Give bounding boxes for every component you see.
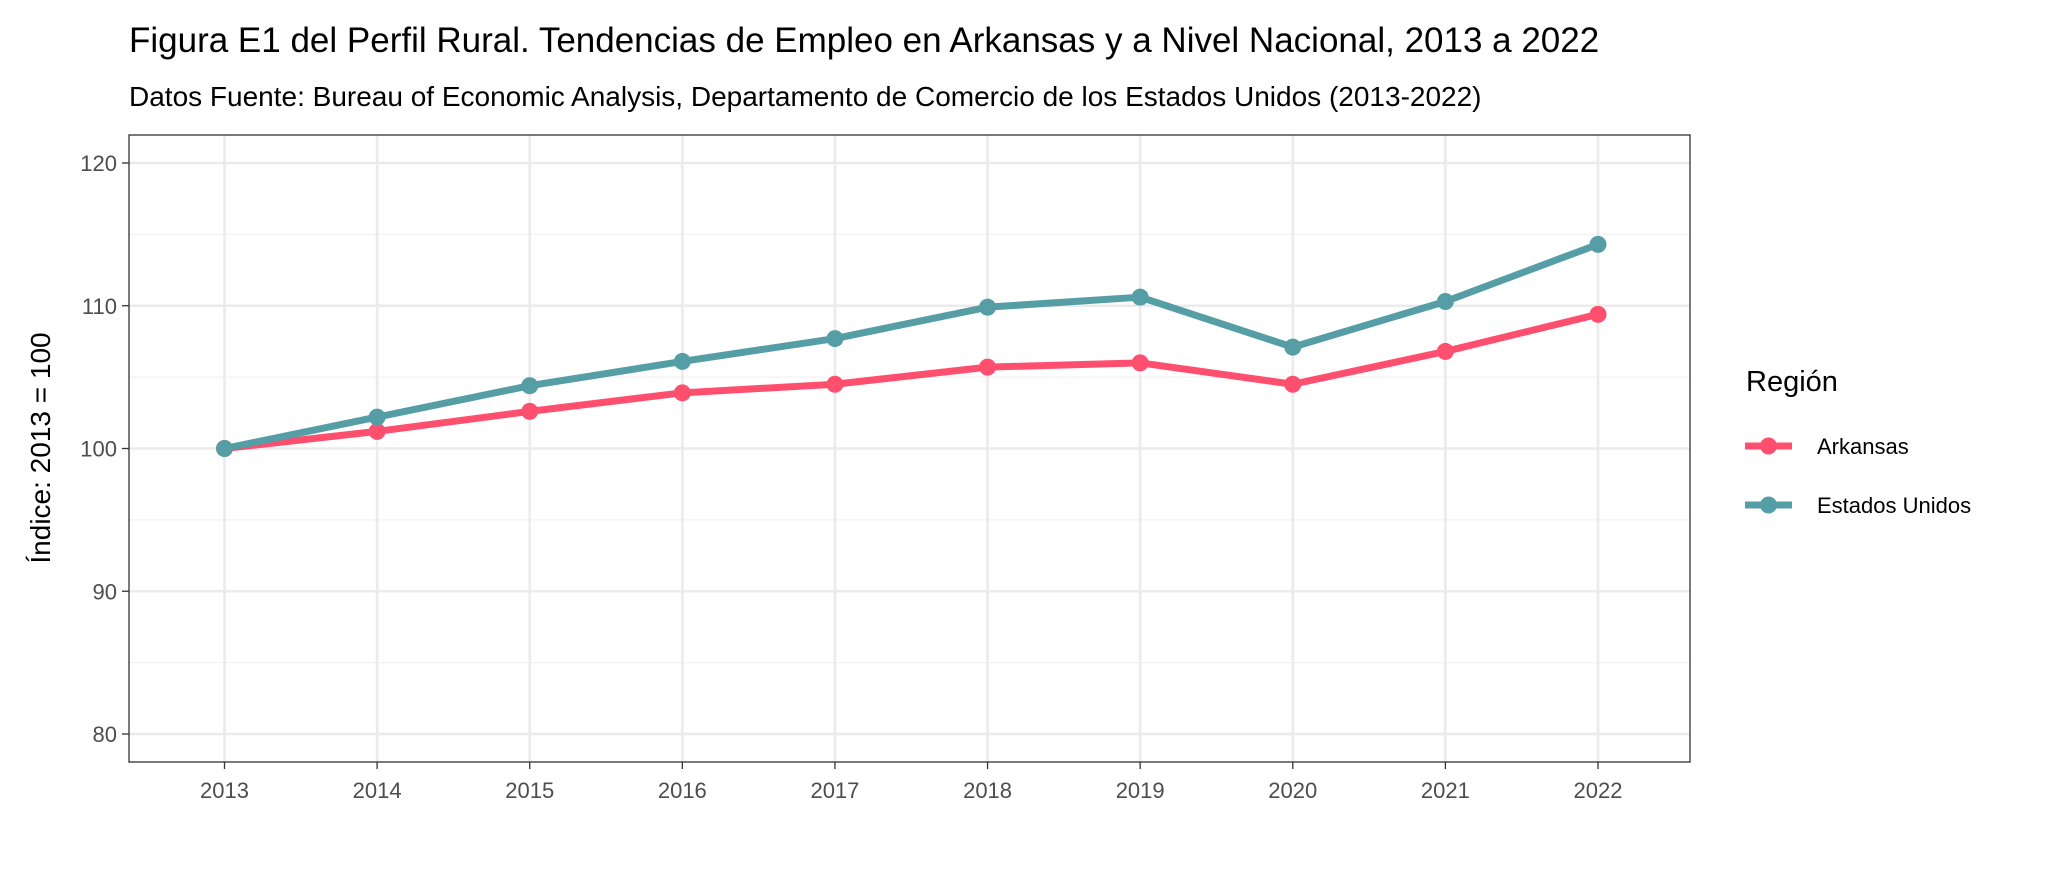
series-line-estados-unidos [223,241,1600,452]
data-point [1284,375,1302,393]
data-point [979,358,997,376]
legend-key-point [1760,496,1777,514]
chart-title: Figura E1 del Perfil Rural. Tendencias d… [129,21,1599,60]
y-tick-label: 100 [80,437,117,462]
data-point [1284,338,1302,356]
data-point [826,330,844,348]
data-point [826,375,844,393]
y-tick-label: 110 [82,294,117,319]
data-point [1436,292,1454,310]
x-tick-label: 2015 [505,778,554,803]
data-point [673,352,691,370]
legend-title: Región [1746,366,1838,398]
data-point [979,298,997,316]
series-line-arkansas [224,310,1599,452]
x-tick-label: 2017 [810,778,859,803]
legend-key-point [1760,437,1777,455]
axis-ticks: 80 90 100 110 120 2013 2014 2015 2016 2017 2018 201… [80,151,1622,803]
data-point [1131,288,1149,306]
data-point [1589,235,1607,253]
chart-subtitle: Datos Fuente: Bureau of Economic Analysi… [129,81,1482,112]
data-point [368,408,386,426]
y-tick-label: 120 [80,151,117,176]
y-tick-label: 90 [93,579,117,604]
x-tick-label: 2020 [1268,778,1317,803]
x-tick-label: 2016 [658,778,707,803]
legend: Arkansas Estados Unidos [1745,434,1971,518]
legend-item-label: Estados Unidos [1817,493,1971,518]
data-point [368,422,386,440]
y-tick-label: 80 [93,722,117,747]
data-point [1131,354,1149,372]
data-point [1589,305,1607,323]
x-tick-label: 2019 [1116,778,1165,803]
data-point [216,440,233,457]
x-tick-label: 2022 [1574,778,1623,803]
grid [129,135,1690,762]
data-point [521,402,539,420]
x-tick-label: 2014 [353,778,402,803]
data-point [673,384,691,402]
x-tick-label: 2013 [200,778,249,803]
x-tick-label: 2021 [1421,778,1470,803]
y-axis-label: Índice: 2013 = 100 [25,332,56,563]
data-point [1436,342,1454,360]
x-tick-label: 2018 [963,778,1012,803]
legend-item-label: Arkansas [1817,434,1909,459]
series-lines [216,235,1607,457]
data-point [521,377,539,395]
